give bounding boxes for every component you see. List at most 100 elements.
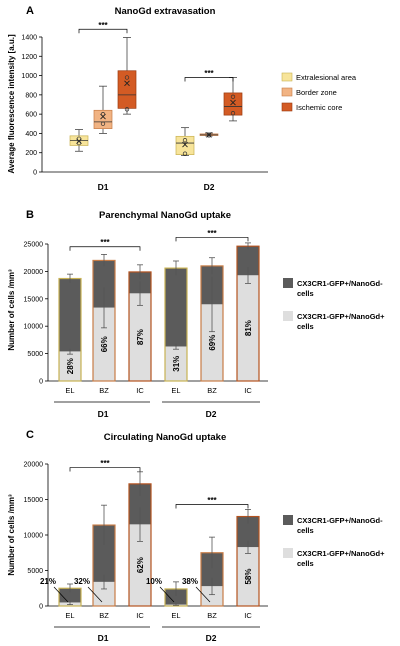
panel-c-bar-2-percent-label: 62%	[136, 557, 145, 573]
panel-b-y-tick-label: 5000	[27, 351, 43, 358]
panel-b-group-d1: D1	[98, 409, 109, 419]
panel-b-group-d2: D2	[206, 409, 217, 419]
panel-b-sig-bracket-0	[69, 246, 141, 251]
panel-c-sig-bracket-0	[69, 467, 141, 472]
panel-b-bar-0-percent-label: 28%	[66, 358, 75, 374]
legend-label-ischemic-core: Ischemic core	[296, 103, 342, 112]
panel-c-bar-1-positive-segment	[93, 581, 115, 606]
panel-b-bar-5-percent-label: 81%	[244, 320, 253, 336]
box-d1-1-point	[100, 111, 106, 117]
panel-b-sig-bracket-1	[175, 237, 249, 242]
box-d1-1-point	[100, 121, 106, 126]
panel-c-bar-3-negative-segment	[165, 588, 187, 605]
box-d1-0-point	[76, 136, 82, 141]
panel-c-legend-positive-line2: cells	[297, 559, 314, 568]
panel-a: A NanoGd extravasation Average fluoresce…	[7, 5, 357, 192]
panel-b-title: Parenchymal NanoGd uptake	[99, 210, 231, 221]
panel-b-sig-label-1: ***	[207, 229, 217, 238]
box-d1-1-iqr	[93, 109, 113, 129]
panel-c-y-tick-label: 20000	[24, 462, 44, 469]
box-d2-2-point	[230, 111, 236, 116]
panel-c-legend-swatch-positive	[283, 548, 293, 558]
panel-b-category-label: BZ	[207, 386, 217, 395]
panel-b-y-tick-label: 10000	[24, 324, 44, 331]
panel-b-bar-3-percent-label: 31%	[172, 356, 181, 372]
panel-c-bar-2-positive-segment	[129, 524, 151, 606]
panel-c-group-d1: D1	[98, 633, 109, 643]
box-d2-0-point	[182, 138, 188, 143]
panel-b-y-tick-label: 20000	[24, 269, 44, 276]
panel-b-legend-positive-line2: cells	[297, 322, 314, 331]
panel-b-y-tick-label: 0	[39, 379, 43, 386]
panel-b-category-label: IC	[136, 386, 144, 395]
panel-b-bar-4-percent-label: 69%	[208, 335, 217, 351]
panel-c-title: Circulating NanoGd uptake	[104, 432, 226, 443]
panel-c-category-label: IC	[244, 611, 252, 620]
panel-b-category-label: EL	[171, 386, 180, 395]
panel-b-bar-1-percent-label: 66%	[100, 336, 109, 352]
panel-c-group-d2: D2	[206, 633, 217, 643]
panel-c-category-label: IC	[136, 611, 144, 620]
legend-label-border-zone: Border zone	[296, 88, 337, 97]
panel-b-bar-3-negative-segment	[165, 268, 187, 347]
panel-a-y-tick-label: 1000	[21, 73, 37, 80]
box-d2-1-point	[206, 133, 212, 138]
panel-c-bar-1-percent-leader	[87, 586, 103, 603]
box-d2-0-iqr	[175, 135, 195, 155]
panel-b-y-tick-label: 15000	[24, 296, 44, 303]
box-d1-2-mean-marker	[124, 80, 130, 87]
panel-c-category-label: EL	[65, 611, 74, 620]
panel-a-sig-label-d2: ***	[204, 69, 214, 78]
panel-a-legend: Extralesional area Border zone Ischemic …	[281, 72, 357, 112]
legend-swatch-extralesional	[281, 72, 293, 82]
panel-c-bar-5-positive-segment	[237, 547, 259, 606]
panel-c-category-label: BZ	[207, 611, 217, 620]
panel-c-legend-negative-line1: CX3CR1-GFP+/NanoGd-	[297, 516, 383, 525]
panel-b-sig-label-0: ***	[100, 238, 110, 247]
panel-c-bar-3-percent-label: 10%	[146, 577, 162, 586]
panel-a-y-tick-label: 200	[25, 150, 37, 157]
panel-c-y-tick-label: 10000	[24, 533, 44, 540]
panel-b-bar-2-positive-segment	[129, 293, 151, 381]
panel-c-bar-5-percent-label: 58%	[244, 569, 253, 585]
panel-a-y-axis-label: Average fluorescence intensity [a.u.]	[7, 34, 16, 174]
box-d2-2-iqr	[223, 92, 243, 116]
panel-c-bar-0-negative-segment	[59, 588, 81, 603]
panel-a-y-tick-label: 1400	[21, 35, 37, 42]
panel-c-bar-0-percent-leader	[53, 586, 69, 603]
panel-c-bar-3-percent-leader	[159, 586, 175, 603]
box-d2-0-point	[182, 151, 188, 156]
box-d1-2-iqr	[117, 70, 137, 109]
panel-c-sig-label-1: ***	[207, 496, 217, 505]
panel-b-y-axis-label: Number of cells /mm³	[7, 269, 16, 351]
panel-b-bar-3-positive-segment	[165, 346, 187, 381]
box-d2-0-mean-marker	[182, 141, 188, 148]
panel-b: B Parenchymal NanoGd uptake Number of ce…	[7, 209, 385, 419]
panel-b-label: B	[26, 209, 34, 221]
panel-b-bar-1-positive-segment	[93, 307, 115, 381]
panel-a-y-tick-label: 400	[25, 131, 37, 138]
box-d1-0-point	[76, 140, 82, 146]
panel-a-title: NanoGd extravasation	[115, 6, 216, 17]
panel-c-legend: CX3CR1-GFP+/NanoGd- cells CX3CR1-GFP+/Na…	[283, 515, 385, 568]
panel-c-y-tick-label: 0	[39, 604, 43, 611]
panel-c-bar-1-negative-segment	[93, 525, 115, 582]
panel-c-label: C	[26, 429, 34, 441]
panel-c-sig-bracket-1	[175, 504, 249, 509]
panel-c-y-tick-label: 5000	[27, 568, 43, 575]
panel-b-bar-1-negative-segment	[93, 260, 115, 308]
panel-b-legend-negative-line2: cells	[297, 289, 314, 298]
box-d2-2-point	[230, 94, 236, 99]
panel-b-bar-0-positive-segment	[59, 351, 81, 381]
panel-c-y-tick-label: 15000	[24, 497, 44, 504]
panel-a-group-d2: D2	[204, 182, 215, 192]
panel-b-bar-4-positive-segment	[201, 304, 223, 381]
panel-b-category-label: BZ	[99, 386, 109, 395]
panel-c-bar-4-positive-segment	[201, 586, 223, 606]
panel-a-group-d1: D1	[98, 182, 109, 192]
box-d2-2-mean-marker	[230, 99, 236, 106]
panel-a-label: A	[26, 5, 34, 17]
panel-c-legend-positive-line1: CX3CR1-GFP+/NanoGd+	[297, 549, 385, 558]
panel-a-y-tick-label: 600	[25, 112, 37, 119]
